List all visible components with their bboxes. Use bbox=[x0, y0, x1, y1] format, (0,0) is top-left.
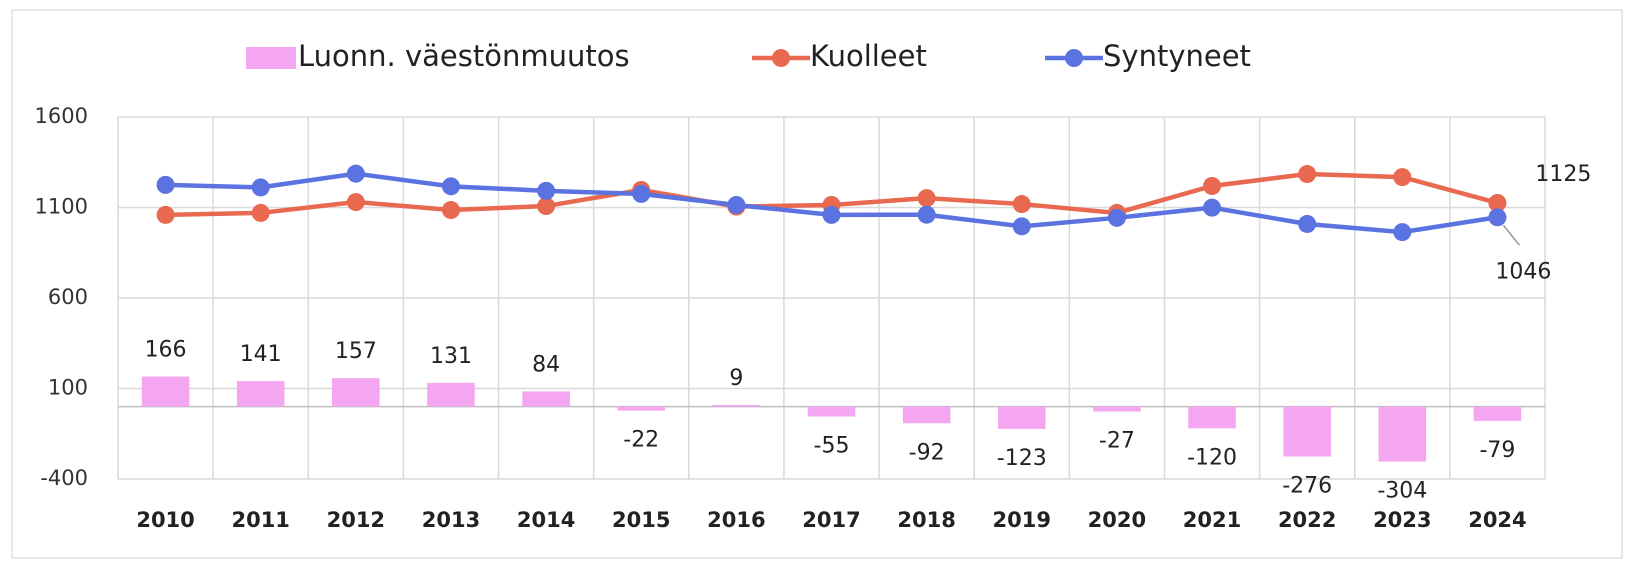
line-marker bbox=[1488, 193, 1507, 212]
line-marker bbox=[917, 189, 936, 208]
x-tick-label: 2016 bbox=[707, 508, 765, 532]
bar-label: -79 bbox=[1479, 438, 1515, 463]
bar-label: 141 bbox=[240, 342, 282, 367]
bar bbox=[617, 406, 666, 411]
x-tick-label: 2020 bbox=[1088, 508, 1146, 532]
line-marker bbox=[251, 203, 270, 222]
line-marker bbox=[346, 164, 365, 183]
y-tick-label: -400 bbox=[40, 466, 88, 490]
line-marker bbox=[1298, 214, 1317, 233]
line-marker bbox=[1203, 198, 1222, 217]
bar-label: -92 bbox=[909, 440, 945, 465]
bar bbox=[712, 404, 761, 407]
line-marker bbox=[537, 197, 556, 216]
x-tick-label: 2013 bbox=[422, 508, 480, 532]
line-marker bbox=[251, 178, 270, 197]
line-marker bbox=[441, 201, 460, 220]
x-tick-label: 2023 bbox=[1373, 508, 1431, 532]
y-tick-label: 100 bbox=[48, 376, 88, 400]
line-marker bbox=[1488, 208, 1507, 227]
line-marker bbox=[1107, 208, 1126, 227]
x-tick-label: 2011 bbox=[231, 508, 289, 532]
bar-label: -120 bbox=[1187, 445, 1237, 470]
bar-label: -123 bbox=[997, 446, 1047, 471]
bar bbox=[1093, 406, 1141, 412]
x-tick-label: 2015 bbox=[612, 508, 670, 532]
x-tick-label: 2017 bbox=[802, 508, 860, 532]
bar-label: -55 bbox=[814, 434, 850, 459]
line-marker bbox=[1012, 195, 1031, 214]
bar-label: -304 bbox=[1377, 479, 1427, 504]
legend-label: Luonn. väestönmuutos bbox=[298, 39, 630, 73]
bar bbox=[997, 406, 1046, 429]
line-marker bbox=[156, 205, 175, 224]
x-tick-label: 2012 bbox=[327, 508, 385, 532]
bar bbox=[332, 378, 380, 407]
legend-label: Kuolleet bbox=[810, 39, 927, 73]
x-tick-label: 2010 bbox=[136, 508, 194, 532]
x-tick-label: 2018 bbox=[897, 508, 955, 532]
legend-marker bbox=[1065, 49, 1083, 67]
bar bbox=[807, 406, 856, 417]
line-marker bbox=[1012, 217, 1031, 236]
bar bbox=[1283, 406, 1331, 457]
bar-label: 84 bbox=[532, 352, 560, 377]
x-tick-label: 2021 bbox=[1183, 508, 1241, 532]
y-tick-label: 1100 bbox=[35, 195, 88, 219]
line-marker bbox=[537, 181, 556, 200]
chart-border bbox=[11, 9, 1623, 559]
legend-swatch bbox=[246, 47, 296, 69]
bar-label: 9 bbox=[729, 366, 743, 391]
bar bbox=[236, 381, 285, 407]
bar bbox=[1473, 406, 1522, 421]
bar bbox=[141, 376, 190, 407]
bar-label: -27 bbox=[1099, 428, 1135, 453]
line-marker bbox=[1393, 223, 1412, 242]
line-marker bbox=[1203, 176, 1222, 195]
line-marker bbox=[346, 193, 365, 212]
leader-line bbox=[1502, 224, 1521, 246]
bar bbox=[902, 406, 951, 424]
legend-marker bbox=[772, 49, 790, 67]
line-label: 1125 bbox=[1535, 162, 1591, 187]
line-marker bbox=[1393, 168, 1412, 187]
line-marker bbox=[1298, 165, 1317, 184]
line-label: 1046 bbox=[1495, 259, 1551, 284]
y-tick-label: 1600 bbox=[35, 104, 88, 128]
bar bbox=[427, 382, 475, 407]
bar-label: 166 bbox=[145, 338, 187, 363]
bar bbox=[522, 391, 570, 407]
line-marker bbox=[156, 175, 175, 194]
bar-label: -276 bbox=[1282, 474, 1332, 499]
line-marker bbox=[727, 195, 746, 214]
line-marker bbox=[822, 205, 841, 224]
x-tick-label: 2014 bbox=[517, 508, 575, 532]
bar bbox=[1188, 406, 1236, 429]
legend-label: Syntyneet bbox=[1103, 39, 1251, 73]
line-marker bbox=[632, 184, 651, 203]
line-marker bbox=[441, 177, 460, 196]
line-marker bbox=[917, 205, 936, 224]
bar-label: -22 bbox=[623, 428, 659, 453]
x-tick-label: 2024 bbox=[1468, 508, 1526, 532]
bar bbox=[1378, 406, 1427, 462]
y-tick-label: 600 bbox=[48, 285, 88, 309]
bar-label: 157 bbox=[335, 339, 377, 364]
x-tick-label: 2019 bbox=[993, 508, 1051, 532]
x-tick-label: 2022 bbox=[1278, 508, 1336, 532]
bar-label: 131 bbox=[430, 344, 472, 369]
